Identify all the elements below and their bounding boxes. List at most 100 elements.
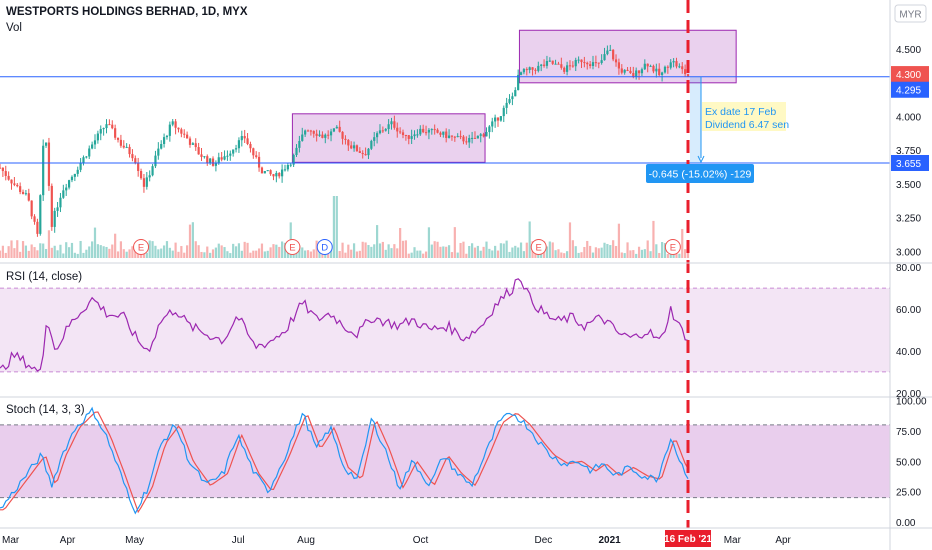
stoch-legend[interactable]: Stoch (14, 3, 3) xyxy=(6,404,85,416)
candle-body xyxy=(453,136,456,138)
volume-bar xyxy=(301,247,304,258)
volume-bar xyxy=(263,251,266,258)
candle-body xyxy=(278,172,281,177)
rsi-legend[interactable]: RSI (14, close) xyxy=(6,271,82,283)
rsi-axis[interactable]: 80.00 60.00 40.00 20.00 xyxy=(896,263,921,400)
volume-bar xyxy=(186,245,189,258)
note-line-2: Dividend 6.47 sen xyxy=(705,119,789,131)
range-box-2[interactable] xyxy=(518,29,737,84)
candle-body xyxy=(376,133,379,138)
currency-label: MYR xyxy=(899,10,921,21)
measure-text: -0.645 (-15.02%) -129 xyxy=(649,169,752,181)
volume-bar xyxy=(447,245,451,258)
volume-bar xyxy=(603,242,606,258)
candle-body xyxy=(658,68,661,75)
earnings-marker[interactable]: E xyxy=(133,239,150,255)
stoch-tick-label: 25.00 xyxy=(896,488,921,499)
stoch-axis[interactable]: 100.00 75.00 50.00 25.00 0.00 xyxy=(896,397,927,529)
candle-body xyxy=(350,145,353,149)
volume-bar xyxy=(70,242,74,258)
volume-bar xyxy=(462,241,465,258)
candle-body xyxy=(315,133,318,136)
candle-body xyxy=(491,121,494,127)
range-boxes[interactable] xyxy=(291,29,737,163)
volume-bar xyxy=(433,241,436,258)
volume-bar xyxy=(347,244,350,258)
candle-body xyxy=(646,63,649,67)
volume-bar xyxy=(410,252,413,258)
candle-body xyxy=(338,126,341,132)
candle-body xyxy=(332,128,336,132)
candle-body xyxy=(563,67,566,72)
candle-body xyxy=(220,157,223,160)
volume-bar xyxy=(637,246,641,258)
candle-body xyxy=(50,185,53,227)
volume-bar xyxy=(39,243,42,258)
volume-bar xyxy=(183,252,186,258)
price-tick-label: 3.750 xyxy=(896,146,921,157)
candle-body xyxy=(565,65,569,72)
volume-bar xyxy=(19,251,22,258)
candle-body xyxy=(24,193,28,195)
horizontal-lines[interactable] xyxy=(0,76,890,164)
candle-body xyxy=(209,158,212,163)
volume-bar xyxy=(283,242,287,258)
candle-body xyxy=(318,134,321,136)
candle-body xyxy=(96,133,99,141)
candle-body xyxy=(637,70,641,74)
time-axis[interactable]: Mar Apr May Jul Aug Oct Dec 2021 Mar Apr 16 Feb '2… xyxy=(2,530,792,547)
dividend-marker[interactable]: D xyxy=(316,239,333,255)
volume-bar xyxy=(574,246,577,258)
volume-bar xyxy=(600,247,603,258)
candle-body xyxy=(626,69,629,71)
candle-body xyxy=(157,148,160,156)
volume-legend[interactable]: Vol xyxy=(6,22,22,34)
candle-body xyxy=(499,116,502,121)
candle-body xyxy=(200,154,203,157)
measure-range[interactable] xyxy=(690,76,701,163)
candle-body xyxy=(229,153,232,156)
volume-bar xyxy=(471,243,474,258)
candle-body xyxy=(485,132,488,137)
volume-bar xyxy=(102,246,105,258)
symbol-title[interactable]: WESTPORTS HOLDINGS BERHAD, 1D, MYX xyxy=(6,6,248,18)
volume-bar xyxy=(4,252,7,258)
volume-bar xyxy=(548,241,551,258)
volume-bar xyxy=(114,233,117,258)
earnings-marker[interactable]: E xyxy=(530,239,547,255)
candle-body xyxy=(183,133,186,135)
candle-body xyxy=(283,169,287,171)
candle-body xyxy=(21,191,25,194)
volume-bar xyxy=(203,252,206,258)
volume-bar xyxy=(338,251,341,258)
currency-button[interactable]: MYR xyxy=(894,4,927,23)
marker-letter: E xyxy=(289,243,295,254)
measure-label[interactable]: -0.645 (-15.02%) -129 xyxy=(646,164,754,183)
candle-body xyxy=(243,136,246,139)
volume-bar xyxy=(281,241,284,258)
candle-body xyxy=(246,138,249,145)
volume-bar xyxy=(266,250,269,258)
candle-body xyxy=(131,154,134,159)
candle-body xyxy=(180,129,183,134)
candle-body xyxy=(33,216,36,222)
volume-bar xyxy=(59,244,62,258)
earnings-marker[interactable]: E xyxy=(284,239,301,255)
candle-body xyxy=(39,195,42,234)
earnings-marker[interactable]: E xyxy=(664,239,681,255)
volume-bar xyxy=(629,250,632,258)
stoch-tick-label: 100.00 xyxy=(896,397,927,408)
volume-bar xyxy=(27,250,30,258)
volume-bar xyxy=(116,251,120,258)
volume-bar xyxy=(436,241,439,258)
candle-body xyxy=(116,137,120,140)
volume-bar xyxy=(505,240,508,258)
candle-body xyxy=(635,70,638,77)
volume-bar xyxy=(306,250,310,258)
volume-bar xyxy=(191,222,194,258)
